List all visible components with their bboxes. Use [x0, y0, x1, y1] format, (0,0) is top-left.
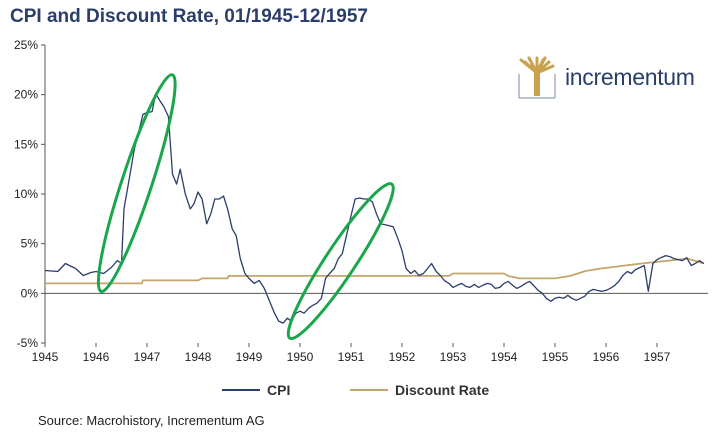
- x-tick-label: 1950: [287, 350, 314, 364]
- legend-cpi-label: CPI: [267, 382, 290, 398]
- legend: CPI Discount Rate: [222, 382, 489, 398]
- tree-branch: [535, 56, 547, 75]
- plot-area: [44, 93, 705, 324]
- x-axis: 1945 1946 1947 1948 1949 1950 1951 1952 1953 1954…: [32, 292, 708, 364]
- tree-branch: [535, 64, 555, 75]
- x-tick-label: 1946: [83, 350, 110, 364]
- x-tick-label: 1952: [389, 350, 416, 364]
- annotation-ellipses: [96, 73, 395, 341]
- y-tick-label: 0%: [21, 286, 39, 300]
- tree-branch: [527, 56, 539, 75]
- y-tick-label: 25%: [14, 38, 38, 52]
- logo-text: incrementum: [565, 64, 695, 90]
- chart-title: CPI and Discount Rate, 01/1945-12/1957: [10, 6, 368, 27]
- x-tick-label: 1949: [236, 350, 263, 364]
- discount-rate-line: [45, 257, 705, 285]
- x-tick-label: 1954: [491, 350, 518, 364]
- y-tick-label: 5%: [21, 237, 39, 251]
- incrementum-logo: incrementum: [515, 56, 705, 100]
- highlight-ellipse-1: [96, 73, 177, 293]
- x-tick-label: 1951: [338, 350, 365, 364]
- x-tick-label: 1945: [32, 350, 59, 364]
- tree-logo-icon: [518, 56, 556, 99]
- y-axis: 25% 20% 15% 10% 5% 0% -5%: [14, 38, 46, 350]
- x-tick-label: 1955: [542, 350, 569, 364]
- cpi-line: [44, 93, 705, 324]
- y-tick-label: 15%: [14, 137, 38, 151]
- y-tick-label: -5%: [17, 336, 39, 350]
- x-tick-label: 1957: [644, 350, 671, 364]
- x-tick-label: 1947: [134, 350, 161, 364]
- y-tick-label: 10%: [14, 187, 38, 201]
- y-tick-label: 20%: [14, 88, 38, 102]
- highlight-ellipse-2: [286, 182, 395, 341]
- tree-trunk: [534, 72, 540, 96]
- source-note: Source: Macrohistory, Incrementum AG: [38, 413, 265, 428]
- x-tick-label: 1953: [440, 350, 467, 364]
- x-tick-label: 1948: [185, 350, 212, 364]
- x-tick-label: 1956: [593, 350, 620, 364]
- legend-discount-rate-label: Discount Rate: [395, 382, 489, 398]
